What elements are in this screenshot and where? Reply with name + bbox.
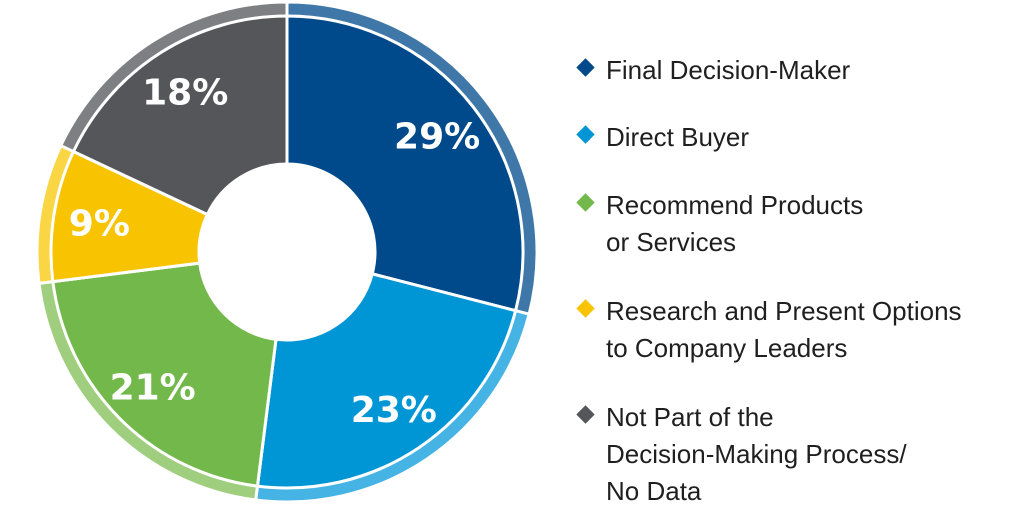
legend-item-direct-buyer: Direct Buyer bbox=[572, 119, 749, 156]
legend-diamond-icon bbox=[576, 405, 595, 424]
legend-label: Direct Buyer bbox=[606, 122, 750, 152]
slice-value-label-recommend-products-or-services: 21% bbox=[110, 367, 196, 408]
legend-label: Recommend Products or Services bbox=[606, 190, 864, 257]
legend-diamond-icon bbox=[576, 299, 595, 318]
legend-item-research-and-present-options-to-company-leaders: Research and Present Options to Company … bbox=[572, 293, 962, 367]
slice-value-label-not-part-of-the-decision-making-process-no-data: 18% bbox=[142, 73, 228, 114]
legend-item-not-part-of-the-decision-making-process-no-data: Not Part of the Decision-Making Process/… bbox=[572, 399, 907, 510]
legend-label: Research and Present Options to Company … bbox=[606, 296, 962, 363]
legend-diamond-icon bbox=[576, 193, 595, 212]
legend-item-recommend-products-or-services: Recommend Products or Services bbox=[572, 187, 863, 261]
donut-chart: 29% 23% 21% 9% 18% bbox=[35, 0, 539, 504]
legend: Final Decision-Maker Direct Buyer Recommen… bbox=[572, 0, 1022, 514]
slice-value-label-final-decision-maker: 29% bbox=[394, 117, 480, 158]
legend-diamond-icon bbox=[576, 58, 595, 77]
donut-hole bbox=[199, 164, 375, 340]
slice-research-and-present-options-to-company-leaders bbox=[35, 143, 210, 286]
slice-value-label-research-and-present-options-to-company-leaders: 9% bbox=[69, 203, 130, 244]
legend-item-final-decision-maker: Final Decision-Maker bbox=[572, 52, 850, 89]
legend-diamond-icon bbox=[576, 125, 595, 144]
slice-value-label-direct-buyer: 23% bbox=[351, 390, 437, 431]
legend-label: Not Part of the Decision-Making Process/… bbox=[606, 402, 907, 506]
legend-label: Final Decision-Maker bbox=[606, 55, 851, 85]
